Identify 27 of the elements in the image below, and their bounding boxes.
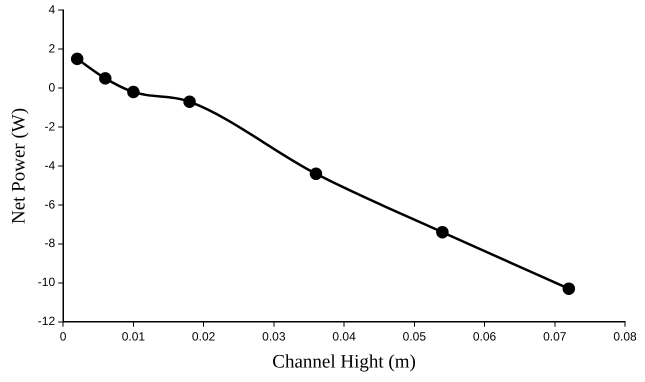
x-tick-label: 0.01 — [122, 329, 146, 344]
x-tick-label: 0.04 — [332, 329, 356, 344]
point — [127, 86, 140, 98]
point — [183, 95, 196, 108]
point — [99, 72, 112, 85]
y-tick-label: -2 — [44, 119, 56, 134]
x-tick-label: 0.05 — [402, 329, 426, 344]
y-tick-label: 4 — [48, 2, 56, 17]
y-tick-label: 0 — [48, 80, 56, 94]
y-tick-label: -10 — [38, 275, 56, 290]
x-tick-label: 0 — [60, 329, 67, 344]
x-tick-label: 0.06 — [472, 329, 497, 344]
point — [562, 282, 576, 295]
y-axis-title: Net Power (W) — [8, 108, 30, 224]
x-tick-label: 0.08 — [613, 329, 637, 344]
point — [70, 52, 84, 66]
x-tick-label: 0.03 — [262, 329, 286, 344]
x-axis-title: Channel Hight (m) — [272, 352, 416, 373]
x-tick-label: 0.07 — [543, 329, 567, 344]
point — [310, 168, 322, 180]
y-tick-label: -12 — [38, 314, 56, 328]
y-tick-label: -4 — [44, 158, 56, 172]
y-tick-label: -8 — [44, 236, 56, 250]
y-tick-label: 2 — [48, 41, 56, 56]
x-tick-label: 0.02 — [192, 329, 216, 344]
y-tick-label: -6 — [44, 197, 56, 212]
point — [436, 226, 449, 238]
